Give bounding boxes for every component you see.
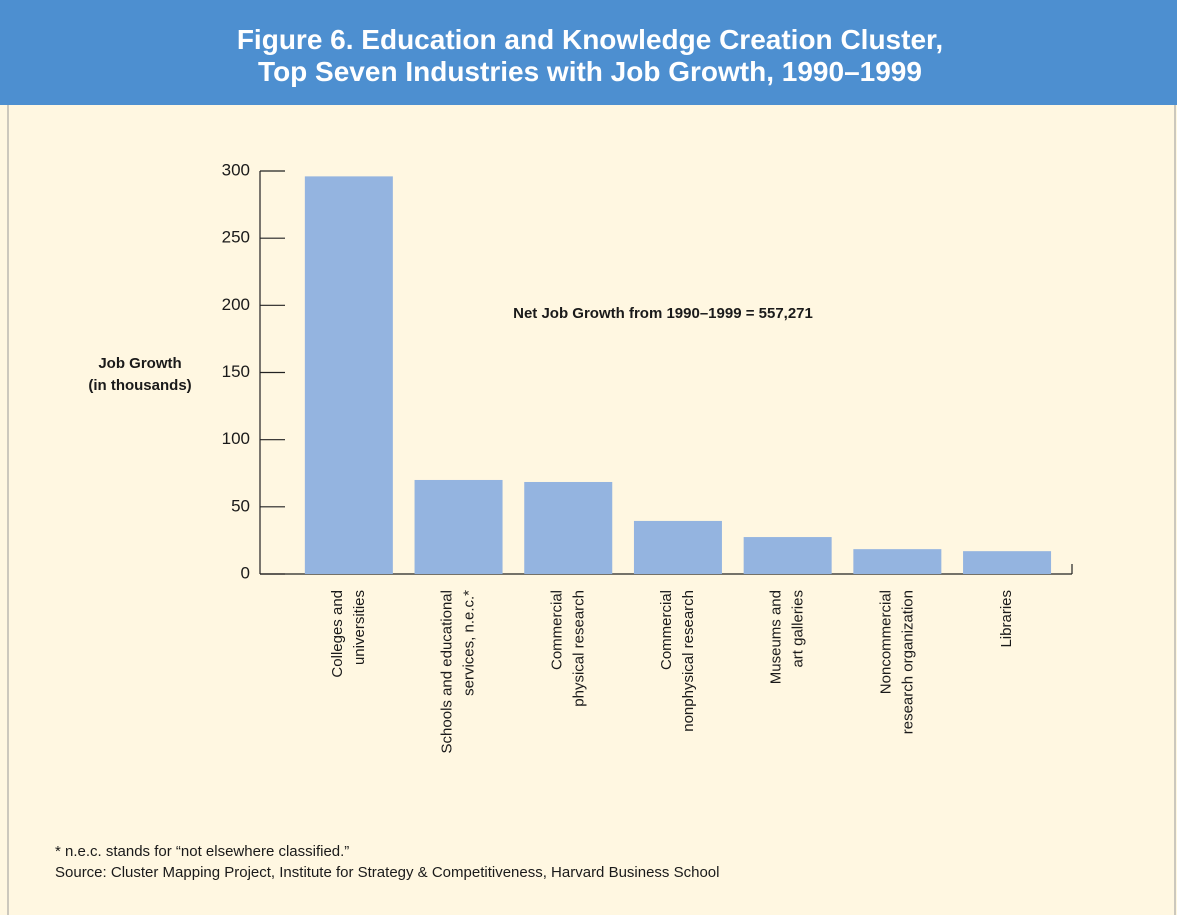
y-axis-label: Job Growth (in thousands) <box>88 355 191 394</box>
bar <box>963 551 1052 574</box>
x-tick-label: Commercial nonphysical research <box>658 590 697 732</box>
x-tick-label: Schools and educational services, n.e.c.* <box>439 590 478 754</box>
header-band <box>0 0 1177 105</box>
bar <box>414 479 503 574</box>
bar <box>633 520 722 574</box>
chart-title: Figure 6. Education and Knowledge Creati… <box>237 24 943 87</box>
y-tick-label: 250 <box>222 228 250 247</box>
bar <box>304 176 393 574</box>
x-tick-label: Libraries <box>998 590 1015 648</box>
footnote: * n.e.c. stands for “not elsewhere class… <box>55 843 349 860</box>
annotation: Net Job Growth from 1990–1999 = 557,271 <box>513 305 813 322</box>
bar <box>743 537 832 574</box>
y-tick-label: 0 <box>241 563 250 582</box>
bar <box>524 481 613 574</box>
x-tick-label: Museums and art galleries <box>768 590 807 684</box>
y-tick-label: 150 <box>222 362 250 381</box>
y-tick-label: 50 <box>231 496 250 515</box>
footnote: Source: Cluster Mapping Project, Institu… <box>55 864 719 881</box>
y-tick-label: 100 <box>222 429 250 448</box>
x-tick-label: Colleges and universities <box>329 590 368 678</box>
x-tick-label: Noncommercial research organization <box>877 590 916 734</box>
y-tick-label: 300 <box>222 160 250 179</box>
x-tick-label: Commercial physical research <box>548 590 587 707</box>
bar <box>853 549 942 574</box>
y-tick-label: 200 <box>222 295 250 314</box>
